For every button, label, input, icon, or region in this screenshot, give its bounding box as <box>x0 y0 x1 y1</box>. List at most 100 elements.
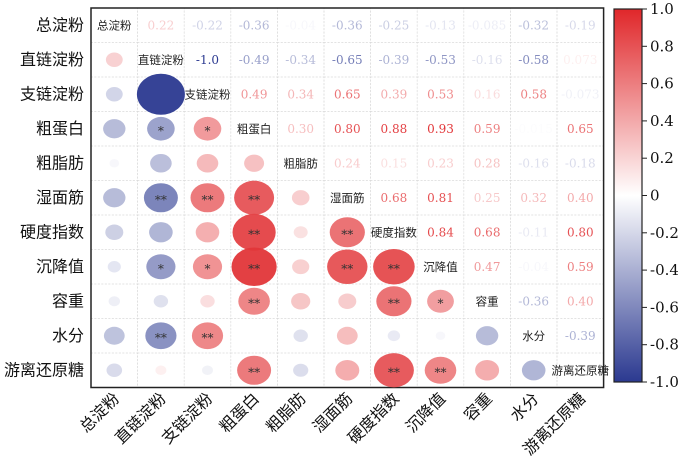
coefficient-label: -0.16 <box>472 53 503 67</box>
coefficient-label: -0.015 <box>514 122 552 136</box>
colorbar-tick-label: 0.2 <box>650 149 674 167</box>
coefficient-label: -0.53 <box>425 53 456 67</box>
column-label: 支链淀粉 <box>158 389 217 448</box>
coefficient-label: -0.04 <box>518 260 549 274</box>
coefficient-label: 0.073 <box>563 53 597 67</box>
correlation-circle <box>293 329 308 342</box>
coefficient-label: 0.65 <box>334 87 361 101</box>
coefficient-label: 0.47 <box>474 260 501 274</box>
significance-marker: ** <box>202 331 214 345</box>
diagonal-label: 容重 <box>476 294 499 308</box>
significance-marker: * <box>158 262 164 276</box>
coefficient-label: 0.25 <box>474 191 501 205</box>
diagonal-label: 粗脂肪 <box>283 156 318 170</box>
row-label: 直链淀粉 <box>20 50 84 69</box>
correlation-circle <box>147 116 175 141</box>
coefficient-label: 0.80 <box>567 225 594 239</box>
significance-marker: ** <box>388 296 400 310</box>
row-label: 水分 <box>52 326 84 345</box>
coefficient-label: 0.68 <box>474 225 501 239</box>
correlation-circle <box>193 116 222 141</box>
correlation-circle <box>293 226 308 239</box>
coefficient-label: 0.58 <box>520 87 547 101</box>
coefficient-label: -0.36 <box>518 294 549 308</box>
significance-marker: ** <box>341 227 353 241</box>
correlation-circle <box>376 286 412 317</box>
correlation-circle <box>234 180 275 215</box>
coefficient-label: 0.49 <box>241 87 268 101</box>
correlation-circle <box>103 188 126 208</box>
correlation-circle <box>244 154 265 172</box>
diagonal-label: 游离还原糖 <box>552 363 610 377</box>
row-label: 硬度指数 <box>20 222 84 241</box>
diagonal-label: 硬度指数 <box>371 225 417 239</box>
correlation-circle <box>145 322 177 350</box>
correlation-circle <box>105 224 124 240</box>
diagonal-label: 总淀粉 <box>97 18 132 32</box>
coefficient-label: -0.22 <box>192 18 223 32</box>
coefficient-label: 0.88 <box>381 122 408 136</box>
coefficient-label: 0.40 <box>567 294 594 308</box>
coefficient-label: 0.34 <box>287 87 314 101</box>
significance-marker: * <box>205 124 211 138</box>
column-label: 沉降值 <box>402 389 449 436</box>
correlation-circle <box>237 355 272 385</box>
correlation-circle <box>153 295 169 308</box>
column-label: 水分 <box>506 389 542 425</box>
correlation-circle <box>238 287 270 315</box>
colorbar-tick-label: -0.8 <box>650 336 678 354</box>
coefficient-label: 0.24 <box>334 156 361 170</box>
significance-marker: ** <box>341 262 353 276</box>
coefficient-label: 0.39 <box>381 87 408 101</box>
coefficient-label: -0.04 <box>285 18 316 32</box>
colorbar-tick-label: 0.4 <box>650 112 674 130</box>
diagonal-label: 支链淀粉 <box>185 87 231 101</box>
coefficient-label: -0.39 <box>379 53 410 67</box>
significance-marker: ** <box>435 365 447 379</box>
significance-marker: ** <box>248 193 260 207</box>
correlation-circle <box>335 359 360 381</box>
column-label: 粗蛋白 <box>216 389 263 436</box>
coefficient-label: 0.15 <box>381 156 408 170</box>
coefficient-label: -0.25 <box>379 18 410 32</box>
correlation-circle <box>338 293 357 309</box>
coefficient-label: 0.65 <box>567 122 594 136</box>
correlation-circle <box>155 365 167 375</box>
correlation-circle <box>293 363 309 377</box>
coefficient-label: 0.93 <box>427 122 454 136</box>
column-label: 容重 <box>460 389 496 425</box>
correlation-circle <box>424 356 457 384</box>
coefficient-label: -0.36 <box>332 18 363 32</box>
coefficient-label: -0.19 <box>565 18 596 32</box>
coefficient-label: -0.13 <box>425 18 456 32</box>
coefficient-label: 0.80 <box>334 122 361 136</box>
significance-marker: ** <box>248 365 260 379</box>
coefficient-label: -0.34 <box>285 53 316 67</box>
coefficient-label: -0.085 <box>468 18 506 32</box>
significance-marker: ** <box>202 193 214 207</box>
row-label: 沉降值 <box>36 257 84 276</box>
colorbar-tick-label: 0.6 <box>650 75 674 93</box>
colorbar-tick-label: -0.2 <box>650 224 678 242</box>
diagonal-label: 水分 <box>522 329 545 343</box>
correlation-circle <box>191 322 224 350</box>
correlation-circle <box>106 363 123 377</box>
correlation-circle <box>435 331 446 340</box>
significance-marker: * <box>438 296 444 310</box>
colorbar-tick-label: -0.6 <box>650 298 678 316</box>
correlation-circle <box>427 289 454 313</box>
correlation-circle <box>105 87 123 102</box>
diagonal-label: 沉降值 <box>423 260 458 274</box>
significance-marker: ** <box>155 331 167 345</box>
correlation-circle <box>475 326 499 346</box>
coefficient-label: -0.49 <box>239 53 270 67</box>
significance-marker: * <box>205 262 211 276</box>
correlation-circle <box>107 261 121 273</box>
significance-marker: ** <box>248 296 260 310</box>
grid-cell <box>230 318 278 354</box>
significance-marker: ** <box>248 262 260 276</box>
correlation-circle <box>150 153 172 173</box>
significance-marker: ** <box>388 365 400 379</box>
coefficient-label: -0.58 <box>518 53 549 67</box>
correlation-circle <box>108 296 121 307</box>
